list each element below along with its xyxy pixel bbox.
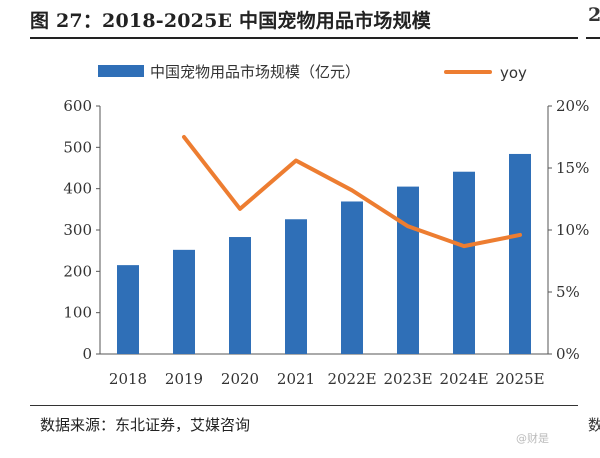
title-rule (30, 37, 578, 39)
legend-bar-swatch (98, 65, 144, 77)
legend-line-label: yoy (500, 64, 527, 82)
y-left-tick-label: 200 (63, 262, 92, 280)
x-tick-label: 2022E (327, 370, 376, 388)
y-right-tick-label: 5% (556, 283, 580, 301)
y-left-tick-label: 100 (63, 304, 92, 322)
legend-bar-label: 中国宠物用品市场规模（亿元） (150, 63, 360, 81)
side-fragment-bottom: 数 (588, 416, 600, 434)
bar (341, 201, 363, 354)
y-left-tick-label: 0 (82, 345, 92, 363)
figure-title: 图 27：2018-2025E 中国宠物用品市场规模 (30, 10, 431, 32)
bar (509, 153, 531, 354)
side-rule (586, 37, 600, 39)
bar (397, 186, 419, 354)
y-left-tick-label: 600 (63, 97, 92, 115)
x-tick-label: 2019 (165, 370, 203, 388)
x-tick-label: 2021 (277, 370, 315, 388)
y-left-tick-label: 300 (63, 221, 92, 239)
x-tick-label: 2025E (495, 370, 544, 388)
y-right-tick-label: 0% (556, 345, 580, 363)
y-right-tick-label: 10% (556, 221, 589, 239)
bar (229, 237, 251, 354)
source-rule (30, 405, 578, 406)
x-tick-label: 2018 (109, 370, 147, 388)
x-tick-label: 2024E (439, 370, 488, 388)
y-right-tick-label: 15% (556, 159, 589, 177)
y-left-tick-label: 400 (63, 180, 92, 198)
bar (285, 219, 307, 354)
y-left-tick-label: 500 (63, 138, 92, 156)
x-tick-label: 2020 (221, 370, 259, 388)
watermark: @财是 (516, 432, 549, 445)
x-tick-label: 2023E (383, 370, 432, 388)
y-right-tick-label: 20% (556, 97, 589, 115)
bar (173, 249, 195, 354)
side-fragment-top: 2 (588, 4, 600, 26)
source-note: 数据来源：东北证券，艾媒咨询 (40, 416, 251, 434)
bar (117, 265, 139, 354)
bar (453, 171, 475, 354)
